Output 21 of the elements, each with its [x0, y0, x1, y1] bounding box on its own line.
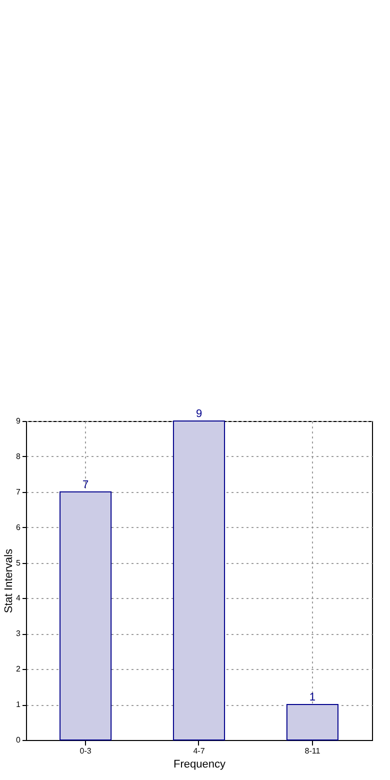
y-tick-label: 5	[16, 558, 22, 568]
x-axis-title: Frequency	[174, 758, 226, 770]
y-tick-label: 8	[16, 452, 22, 461]
bar	[172, 420, 226, 740]
y-tick-label: 7	[16, 487, 22, 496]
y-tick-label: 3	[16, 629, 22, 638]
y-axis-title: Stat Intervals	[3, 548, 16, 614]
bar	[286, 704, 338, 740]
x-tick-label: 0-3	[80, 746, 92, 756]
data-label: 1	[309, 692, 316, 704]
x-tick-label: 8-11	[304, 746, 321, 756]
data-label: 7	[82, 478, 89, 491]
y-tick-label: 6	[16, 522, 22, 532]
y-tick-label: 0	[16, 736, 22, 744]
bar	[60, 491, 112, 740]
y-tick-label: 2	[16, 664, 22, 674]
y-tick-label: 1	[16, 700, 22, 710]
y-tick-label: 4	[16, 594, 22, 603]
x-tick-label: 4-7	[193, 746, 206, 756]
data-label: 9	[196, 408, 202, 420]
y-tick-label: 9	[16, 416, 22, 426]
